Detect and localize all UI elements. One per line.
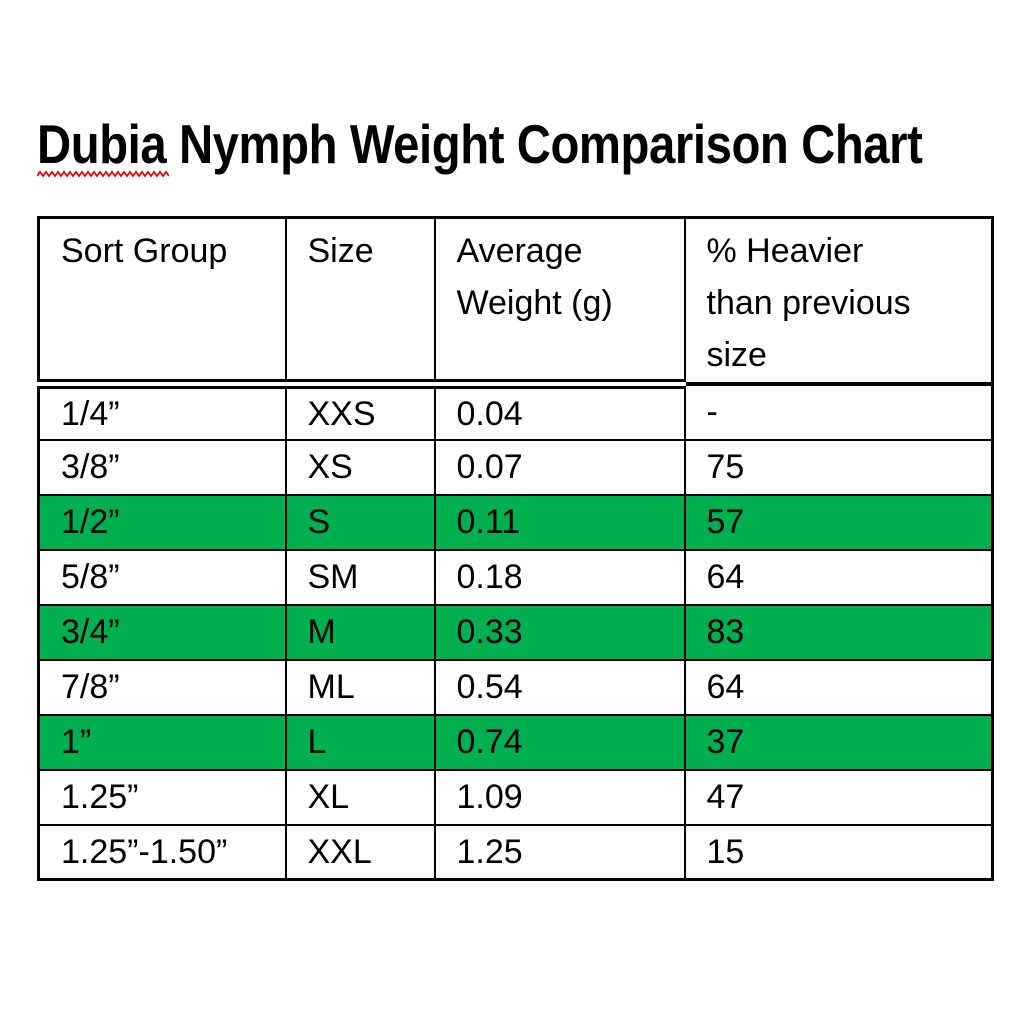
header-line: Size [307,232,374,270]
cell-percent-heavier: 15 [683,823,994,881]
column-header-average-weight: Average Weight (g) [433,216,686,389]
table-row: 7/8” ML 0.54 64 [37,658,994,716]
page-title: Dubia Nymph Weight Comparison Chart [37,113,923,175]
cell-percent-heavier: 37 [683,713,994,771]
cell-size: XS [284,438,436,496]
cell-percent-heavier: 64 [683,658,994,716]
table-row: 1.25”-1.50” XXL 1.25 15 [37,823,994,881]
cell-average-weight: 1.09 [433,768,686,826]
cell-sort-group: 1” [37,713,287,771]
header-line: Weight (g) [456,284,613,322]
cell-sort-group: 3/8” [37,438,287,496]
cell-average-weight: 0.54 [433,658,686,716]
cell-percent-heavier: 75 [683,438,994,496]
cell-sort-group: 1/2” [37,493,287,551]
cell-average-weight: 0.74 [433,713,686,771]
cell-size: SM [284,548,436,606]
table-row: 5/8” SM 0.18 64 [37,548,994,606]
cell-percent-heavier: 57 [683,493,994,551]
cell-sort-group: 1.25” [37,768,287,826]
header-line: % Heavier [706,232,864,270]
table-header-row: Sort Group Size Average Weight (g) % Hea… [37,216,994,389]
cell-average-weight: 0.11 [433,493,686,551]
cell-average-weight: 0.07 [433,438,686,496]
column-header-percent-heavier: % Heavier than previous size [683,216,994,386]
cell-size: ML [284,658,436,716]
cell-size: L [284,713,436,771]
table-row: 1” L 0.74 37 [37,713,994,771]
table-row: 3/4” M 0.33 83 [37,603,994,661]
table-row: 1.25” XL 1.09 47 [37,768,994,826]
weight-comparison-table: Sort Group Size Average Weight (g) % Hea… [37,216,994,881]
cell-sort-group: 5/8” [37,548,287,606]
cell-size: XXS [284,382,436,441]
cell-size: XL [284,768,436,826]
cell-sort-group: 1/4” [37,382,287,441]
cell-average-weight: 0.18 [433,548,686,606]
column-header-size: Size [284,216,436,389]
header-line: Sort Group [61,232,228,270]
table-row: 3/8” XS 0.07 75 [37,438,994,496]
cell-average-weight: 0.04 [433,382,686,441]
cell-percent-heavier: 47 [683,768,994,826]
table-row: 1/2” S 0.11 57 [37,493,994,551]
cell-sort-group: 7/8” [37,658,287,716]
cell-percent-heavier: - [683,382,994,441]
cell-size: S [284,493,436,551]
cell-percent-heavier: 64 [683,548,994,606]
cell-size: M [284,603,436,661]
cell-size: XXL [284,823,436,881]
table-row: 1/4” XXS 0.04 - [37,382,994,441]
header-line: size [706,336,767,374]
header-line: Average [456,232,583,270]
column-header-sort-group: Sort Group [37,216,287,389]
cell-percent-heavier: 83 [683,603,994,661]
spellcheck-squiggle-icon [37,170,169,178]
cell-sort-group: 1.25”-1.50” [37,823,287,881]
cell-average-weight: 1.25 [433,823,686,881]
cell-sort-group: 3/4” [37,603,287,661]
cell-average-weight: 0.33 [433,603,686,661]
header-line: than previous [706,284,911,322]
